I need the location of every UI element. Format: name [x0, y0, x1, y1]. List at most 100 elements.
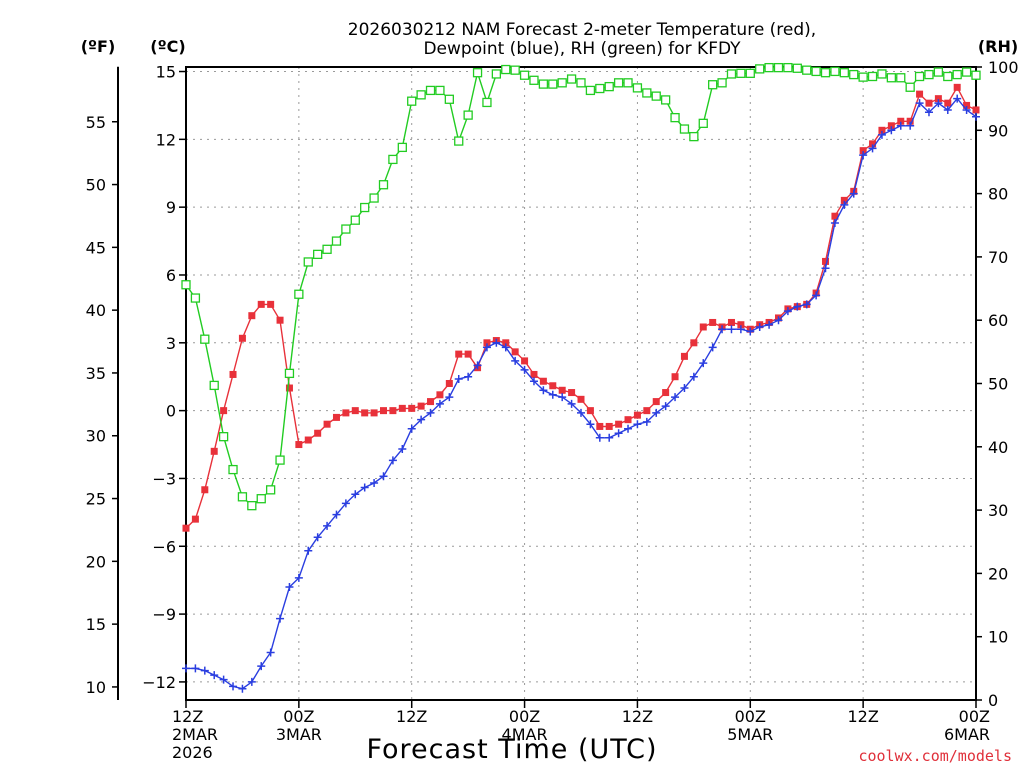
temperature-point — [201, 486, 209, 494]
dewpoint-point — [285, 582, 294, 591]
rh-point — [877, 69, 887, 79]
rh-point — [849, 69, 859, 80]
x-tick-label: 00Z — [283, 707, 314, 726]
rh-point — [745, 68, 755, 78]
rh-point — [717, 78, 727, 88]
temperature-point — [558, 386, 566, 394]
dewpoint-point — [482, 343, 491, 352]
rh-point — [952, 69, 962, 80]
temperature-point — [257, 300, 265, 308]
x-tick-label: 5MAR — [727, 725, 773, 744]
rh-point — [764, 62, 774, 73]
fahrenheit-tick-label: 45 — [86, 238, 106, 257]
dewpoint-point — [727, 325, 736, 334]
rh-tick-label: 40 — [988, 438, 1008, 457]
temperature-point — [671, 373, 679, 381]
dewpoint-point — [398, 445, 407, 454]
temperature-point — [662, 389, 670, 397]
rh-tick-label: 10 — [988, 628, 1008, 647]
rh-point — [510, 65, 520, 75]
temperature-point — [737, 321, 745, 329]
temperature-point — [445, 380, 453, 387]
dewpoint-point — [501, 343, 510, 352]
fahrenheit-tick-label: 35 — [86, 364, 106, 383]
x-tick-label: 2026 — [172, 743, 213, 762]
rh-point — [802, 65, 812, 75]
temperature-point — [417, 402, 425, 410]
dewpoint-point — [934, 99, 943, 108]
rh-point — [595, 83, 605, 94]
temperature-point — [191, 515, 199, 523]
dewpoint-point — [859, 151, 868, 160]
celsius-tick-label: 9 — [166, 198, 176, 217]
rh-tick-label: 0 — [988, 691, 998, 710]
rh-point — [538, 79, 549, 89]
rh-point — [943, 71, 953, 82]
rh-point — [378, 180, 389, 190]
temperature-point — [906, 117, 914, 125]
rh-point — [632, 83, 643, 93]
dewpoint-point — [313, 533, 322, 542]
temperature-point — [304, 436, 312, 444]
dewpoint-point — [529, 377, 538, 386]
temperature-point — [464, 350, 472, 358]
series-layer — [181, 62, 981, 693]
rh-point — [961, 67, 972, 77]
temperature-point — [831, 212, 839, 220]
rh-point — [425, 85, 436, 96]
dewpoint-point — [943, 105, 952, 114]
rh-point — [388, 154, 398, 165]
x-tick-label: 00Z — [735, 707, 766, 726]
x-tick-label: 00Z — [959, 707, 990, 726]
temperature-point — [483, 339, 491, 347]
dewpoint-point — [661, 402, 670, 411]
rh-tick-label: 30 — [988, 501, 1008, 520]
rh-point — [303, 257, 313, 267]
temperature-point — [878, 126, 886, 134]
temperature-point — [380, 407, 387, 415]
celsius-tick-label: 12 — [156, 130, 176, 149]
rh-point — [642, 88, 652, 98]
fahrenheit-tick-label: 20 — [86, 552, 106, 571]
temperature-point — [549, 382, 557, 390]
temperature-point — [539, 377, 547, 385]
rh-unit-label: (RH) — [978, 37, 1018, 56]
temperature-point — [709, 318, 717, 326]
rh-point — [275, 455, 285, 465]
dewpoint-point — [520, 365, 529, 374]
rh-tick-label: 70 — [988, 248, 1008, 267]
dewpoint-point — [266, 648, 275, 657]
dewpoint-point — [868, 144, 877, 153]
temperature-point — [295, 441, 303, 449]
dewpoint-point — [558, 393, 567, 402]
temperature-point — [267, 300, 275, 308]
x-tick-label: 12Z — [847, 707, 878, 726]
dewpoint-point — [849, 189, 858, 198]
rh-point — [867, 71, 878, 82]
dewpoint-point — [595, 433, 604, 442]
rh-point — [256, 494, 266, 504]
rh-point — [247, 501, 257, 511]
rh-point — [604, 81, 614, 92]
dewpoint-point — [652, 408, 661, 417]
rh-point — [689, 131, 699, 142]
dewpoint-point — [210, 671, 219, 680]
temperature-point — [916, 90, 924, 98]
rh-point — [924, 69, 934, 80]
fahrenheit-tick-label: 55 — [86, 113, 106, 132]
dewpoint-point — [219, 675, 228, 684]
dewpoint-point — [906, 121, 915, 130]
rh-point — [444, 94, 454, 104]
rh-point — [755, 64, 765, 74]
rh-line — [185, 66, 977, 507]
celsius-tick-label: 6 — [166, 266, 176, 285]
dewpoint-point — [802, 300, 811, 309]
temperature-point — [521, 357, 529, 365]
temperature-point — [229, 370, 237, 378]
dewpoint-point — [200, 666, 209, 675]
temperature-point — [398, 404, 406, 412]
temperature-point — [972, 106, 980, 114]
x-tick-label: 12Z — [172, 707, 203, 726]
temperature-point — [633, 411, 641, 419]
dewpoint-point — [360, 483, 369, 492]
